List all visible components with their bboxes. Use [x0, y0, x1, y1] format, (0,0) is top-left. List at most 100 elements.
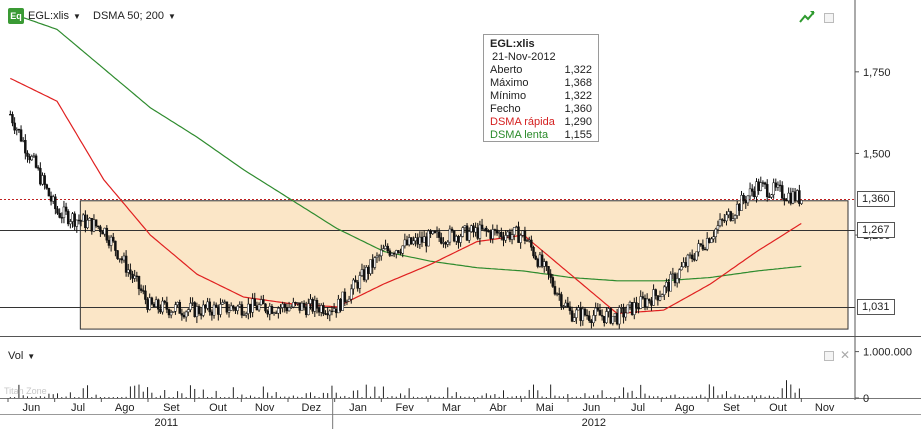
candle-body: [570, 310, 574, 322]
candle-body: [549, 273, 552, 278]
candles: [9, 110, 803, 329]
indicator-selector[interactable]: DSMA 50; 200 ▼: [93, 8, 176, 24]
legend-row-value: 1,290: [564, 116, 592, 128]
candle-body: [493, 229, 497, 231]
candle-body: [21, 140, 25, 142]
candle-body: [742, 195, 745, 201]
candle-body: [416, 237, 419, 245]
candle-body: [693, 258, 696, 261]
restore-icon[interactable]: [824, 351, 834, 361]
candle-body: [285, 307, 289, 312]
candle-body: [630, 302, 634, 315]
candle-body: [270, 306, 274, 314]
candle-body: [793, 191, 797, 201]
candle-body: [268, 306, 272, 315]
candle-body: [339, 298, 342, 311]
candle-body: [500, 232, 503, 238]
volume-selector[interactable]: Vol ▼: [8, 348, 35, 364]
candle-body: [244, 313, 248, 316]
candle-body: [755, 181, 758, 198]
candle-body: [495, 229, 499, 234]
vol-y-tick-label: 0: [863, 393, 869, 405]
candle-body: [184, 311, 188, 318]
candle-body: [81, 214, 85, 222]
candle-body: [253, 298, 257, 306]
x-tick-label: Out: [769, 402, 787, 414]
candle-body: [517, 226, 520, 243]
candle-body: [497, 232, 501, 234]
candle-body: [19, 129, 23, 142]
legend-title: EGL:xlis: [490, 38, 535, 50]
candle-body: [675, 278, 679, 284]
candle-body: [613, 313, 617, 317]
legend-row-label: Mínimo: [490, 90, 527, 102]
candle-body: [566, 302, 570, 308]
candle-body: [718, 219, 722, 226]
candle-body: [28, 156, 31, 161]
restore-icon[interactable]: [824, 13, 834, 23]
candle-body: [362, 269, 366, 281]
candle-body: [294, 302, 297, 304]
candle-body: [334, 308, 338, 314]
candle-body: [459, 236, 462, 243]
candle-body: [540, 254, 544, 267]
candle-body: [388, 250, 392, 256]
candle-body: [60, 217, 64, 219]
data-legend: EGL:xlis 21-Nov-2012 Aberto 1,322 Máximo 1,…: [483, 34, 599, 142]
candle-body: [429, 230, 432, 234]
candle-body: [521, 230, 525, 236]
candle-body: [725, 214, 728, 222]
close-icon[interactable]: ✕: [840, 348, 851, 362]
candle-body: [405, 239, 409, 246]
candle-body: [377, 255, 381, 257]
candle-body: [699, 243, 702, 246]
legend-row-value: 1,360: [564, 103, 592, 115]
candle-body: [731, 218, 735, 221]
candle-body: [710, 238, 713, 243]
candle-body: [197, 306, 201, 314]
candle-body: [133, 275, 136, 279]
candle-body: [628, 302, 632, 306]
candle-body: [609, 308, 612, 324]
candle-body: [506, 231, 510, 236]
chevron-down-icon: ▼: [72, 11, 81, 21]
candle-body: [564, 302, 567, 307]
candle-body: [36, 167, 40, 169]
candle-body: [523, 230, 527, 241]
candle-body: [251, 298, 254, 313]
candle-body: [641, 296, 645, 299]
trend-icon[interactable]: [799, 10, 815, 24]
x-tick-label: Dez: [302, 402, 322, 414]
candle-body: [371, 259, 374, 268]
watermark: Titan Zone: [4, 386, 47, 396]
candle-body: [422, 236, 426, 243]
candle-body: [446, 241, 449, 245]
candle-body: [650, 300, 653, 306]
candle-body: [607, 308, 610, 312]
candle-body: [354, 279, 357, 283]
candle-body: [324, 313, 327, 315]
candle-body: [296, 302, 299, 304]
candle-body: [738, 203, 741, 211]
candle-body: [32, 155, 36, 157]
candle-body: [695, 251, 698, 261]
candle-body: [193, 302, 196, 317]
candle-body: [247, 303, 250, 314]
candle-body: [386, 245, 389, 252]
chevron-down-icon: ▼: [27, 351, 36, 361]
candle-body: [120, 258, 124, 261]
legend-row-label: Máximo: [490, 77, 529, 89]
candle-body: [553, 286, 557, 295]
candle-body: [482, 227, 486, 230]
candle-body: [337, 298, 340, 314]
candle-body: [648, 298, 651, 302]
candle-body: [144, 290, 147, 300]
candle-body: [442, 242, 445, 244]
candle-body: [757, 181, 760, 191]
candle-body: [274, 312, 278, 314]
candle-body: [86, 220, 89, 229]
candle-body: [148, 297, 151, 310]
instrument-selector[interactable]: Eq EGL:xlis ▼: [8, 8, 81, 24]
y-tick-label: 1,500: [863, 148, 891, 160]
